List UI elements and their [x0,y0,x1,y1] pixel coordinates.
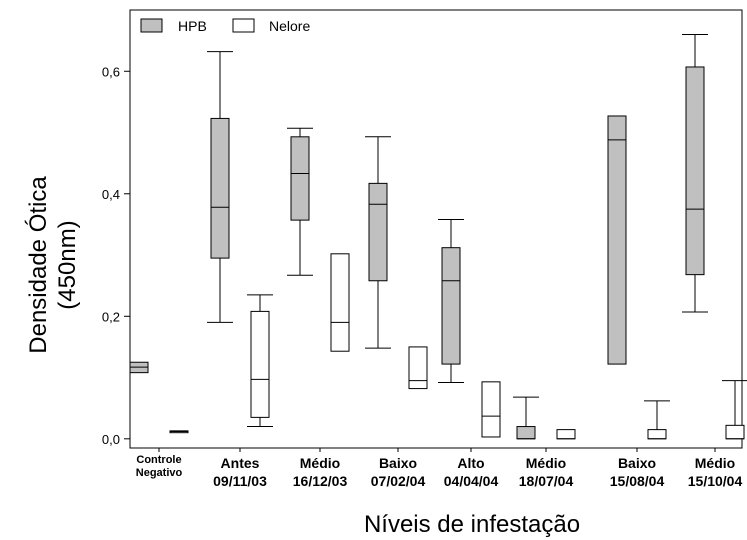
legend: HPB Nelore [140,18,310,34]
box-nelore [169,430,189,434]
x-category-label: Médio [300,455,340,471]
y-tick-label: 0,0 [102,432,120,447]
plot-frame [129,9,743,449]
box-iqr [290,136,310,221]
box-iqr [250,310,270,418]
x-axis-title: Níveis de infestação [364,511,580,538]
box-nelore [722,380,747,440]
x-category-label: Baixo [618,455,656,471]
x-category-label: Baixo [379,455,417,471]
box-hpb [207,51,233,323]
x-category-label: Médio [695,455,735,471]
box-iqr [368,182,388,282]
box-hpb [682,34,708,313]
x-category-date: 15/08/04 [610,473,665,489]
box-hpb [129,361,149,374]
x-category-date: 04/04/04 [444,473,499,489]
x-category-sublabel: Negativo [136,467,183,479]
legend-swatch-hpb [140,18,163,33]
x-category-label: Alto [457,455,484,471]
x-category-date: 07/02/04 [371,473,426,489]
box-hpb [607,115,627,365]
x-category-date: 09/11/03 [213,473,267,489]
y-tick-label: 0,2 [102,309,120,324]
box-iqr [408,346,428,390]
y-axis-title: Densidade Ótica [25,176,52,354]
y-tick-label: 0,4 [102,187,120,202]
box-iqr [441,247,461,365]
box-nelore [556,429,576,440]
box-iqr [481,381,501,438]
y-tick-label: 0,6 [102,64,120,79]
box-nelore [644,400,670,440]
legend-label-nelore: Nelore [269,18,310,34]
x-category-label: Médio [526,455,566,471]
x-category-date: 15/10/04 [688,473,743,489]
box-iqr [516,426,536,440]
box-iqr [210,117,230,259]
y-axis: 0,0 0,2 0,4 0,6 [102,64,130,447]
box-iqr [556,429,576,440]
legend-swatch-nelore [232,18,255,33]
box-nelore [330,253,350,352]
box-hpb [287,127,313,276]
boxes-layer [129,34,747,440]
box-iqr [607,115,627,365]
box-hpb [365,136,391,349]
box-iqr [647,429,667,440]
x-category-date: 16/12/03 [293,473,348,489]
box-hpb [438,219,464,383]
box-iqr [685,66,705,276]
x-category-date: 18/07/04 [519,473,574,489]
box-nelore [481,381,501,438]
legend-label-hpb: HPB [178,18,207,34]
box-hpb [513,396,539,440]
box-nelore [408,346,428,390]
box-iqr [725,424,745,440]
x-category-label: Controle [136,454,181,466]
box-nelore [247,294,273,428]
y-axis-title-unit: (450nm) [54,220,81,309]
x-category-label: Antes [221,455,260,471]
box-iqr [330,253,350,352]
